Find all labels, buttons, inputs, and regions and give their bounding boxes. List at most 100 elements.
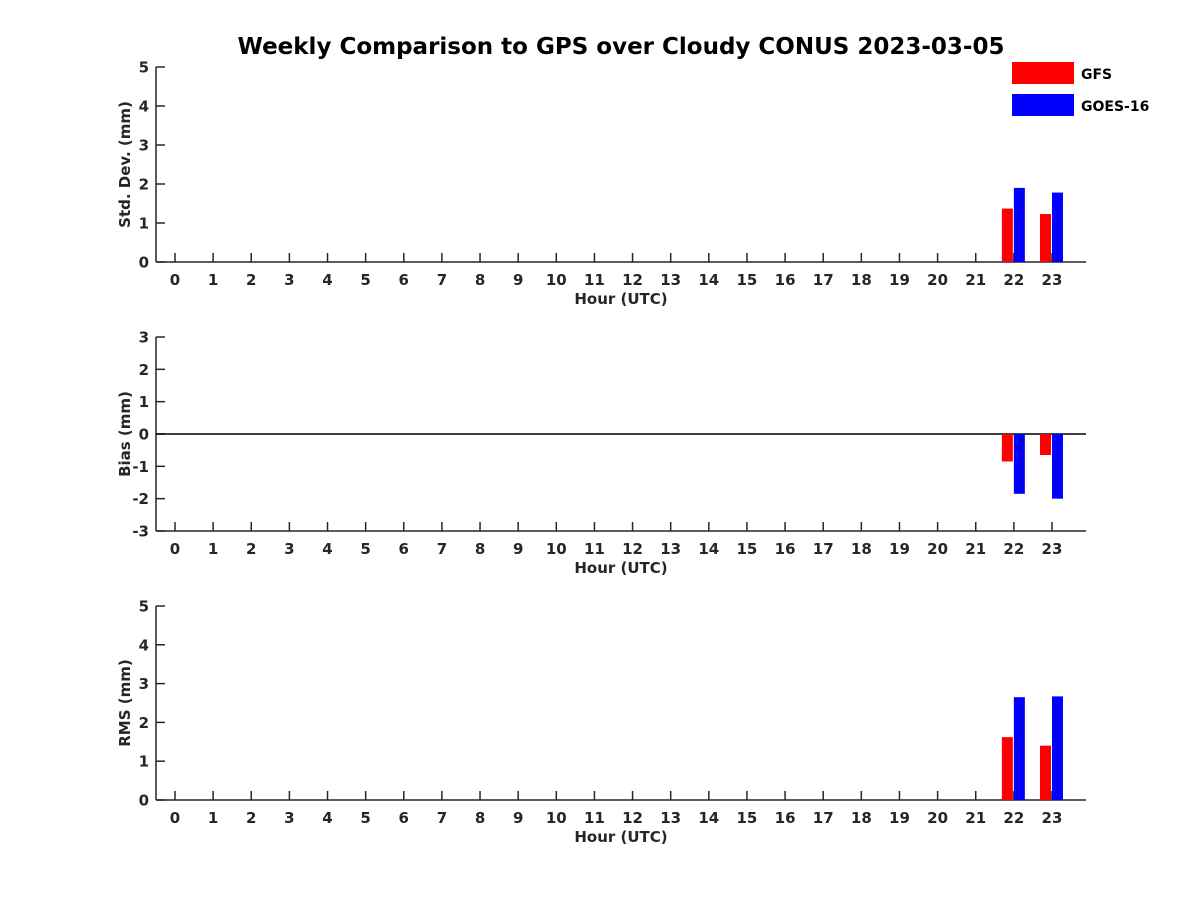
x-tick-label: 11 [584, 540, 605, 558]
x-tick-label: 23 [1042, 271, 1063, 289]
x-tick-label: 14 [698, 271, 719, 289]
y-tick-label: 1 [139, 215, 149, 233]
x-tick-label: 18 [851, 809, 872, 827]
y-axis-label: Bias (mm) [116, 391, 134, 477]
x-tick-label: 8 [475, 271, 485, 289]
x-tick-label: 19 [889, 809, 910, 827]
x-tick-label: 21 [965, 809, 986, 827]
x-tick-label: 0 [170, 540, 180, 558]
x-tick-label: 14 [698, 809, 719, 827]
legend-swatch-goes-16 [1012, 94, 1074, 116]
y-tick-label: 2 [139, 176, 149, 194]
y-tick-label: 4 [139, 98, 149, 116]
x-tick-label: 3 [284, 271, 294, 289]
y-tick-label: 0 [139, 426, 149, 444]
y-tick-label: 1 [139, 753, 149, 771]
x-tick-label: 2 [246, 809, 256, 827]
y-tick-label: 3 [139, 675, 149, 693]
x-tick-label: 2 [246, 540, 256, 558]
bar-gfs-hour-23 [1039, 745, 1051, 800]
x-tick-label: 6 [399, 809, 409, 827]
x-tick-label: 8 [475, 540, 485, 558]
x-tick-label: 21 [965, 271, 986, 289]
x-tick-label: 0 [170, 271, 180, 289]
figure-title: Weekly Comparison to GPS over Cloudy CON… [238, 34, 1005, 60]
x-tick-label: 12 [622, 271, 643, 289]
x-axis-label: Hour (UTC) [574, 559, 667, 577]
x-tick-label: 9 [513, 540, 523, 558]
x-tick-label: 15 [737, 271, 758, 289]
x-tick-label: 19 [889, 271, 910, 289]
y-tick-label: 1 [139, 393, 149, 411]
x-tick-label: 4 [322, 540, 332, 558]
x-tick-label: 16 [775, 809, 796, 827]
y-tick-label: -1 [132, 458, 149, 476]
x-tick-label: 23 [1042, 540, 1063, 558]
x-tick-label: 17 [813, 540, 834, 558]
x-tick-label: 7 [437, 271, 447, 289]
y-tick-label: 4 [139, 636, 149, 654]
y-axis-label: RMS (mm) [116, 659, 134, 746]
x-tick-label: 1 [208, 271, 218, 289]
x-tick-label: 8 [475, 809, 485, 827]
x-tick-label: 5 [360, 540, 370, 558]
bar-goes-16-hour-23 [1051, 192, 1063, 262]
x-tick-label: 20 [927, 809, 948, 827]
x-tick-label: 14 [698, 540, 719, 558]
x-tick-label: 5 [360, 271, 370, 289]
legend-label-goes-16: GOES-16 [1081, 99, 1149, 115]
bar-goes-16-hour-23 [1051, 696, 1063, 800]
y-tick-label: 3 [139, 329, 149, 347]
y-tick-label: 0 [139, 254, 149, 272]
x-axis-label: Hour (UTC) [574, 828, 667, 846]
x-tick-label: 4 [322, 271, 332, 289]
x-tick-label: 9 [513, 809, 523, 827]
x-tick-label: 17 [813, 809, 834, 827]
x-tick-label: 2 [246, 271, 256, 289]
bar-gfs-hour-22 [1001, 208, 1013, 262]
bar-goes-16-hour-22 [1013, 697, 1025, 800]
x-tick-label: 19 [889, 540, 910, 558]
x-tick-label: 1 [208, 540, 218, 558]
x-tick-label: 13 [660, 809, 681, 827]
x-tick-label: 23 [1042, 809, 1063, 827]
x-tick-label: 22 [1003, 540, 1024, 558]
x-tick-label: 1 [208, 809, 218, 827]
x-tick-label: 9 [513, 271, 523, 289]
x-tick-label: 5 [360, 809, 370, 827]
x-tick-label: 16 [775, 271, 796, 289]
x-tick-label: 22 [1003, 809, 1024, 827]
y-tick-label: -3 [132, 523, 149, 541]
bar-gfs-hour-22 [1001, 434, 1013, 462]
legend-label-gfs: GFS [1081, 67, 1112, 83]
x-axis-label: Hour (UTC) [574, 290, 667, 308]
x-tick-label: 13 [660, 271, 681, 289]
x-tick-label: 7 [437, 809, 447, 827]
x-tick-label: 17 [813, 271, 834, 289]
x-tick-label: 0 [170, 809, 180, 827]
x-tick-label: 7 [437, 540, 447, 558]
bar-goes-16-hour-23 [1051, 434, 1063, 499]
x-tick-label: 10 [546, 271, 567, 289]
x-tick-label: 21 [965, 540, 986, 558]
x-tick-label: 3 [284, 809, 294, 827]
y-tick-label: 3 [139, 137, 149, 155]
x-tick-label: 6 [399, 540, 409, 558]
x-tick-label: 12 [622, 809, 643, 827]
x-tick-label: 15 [737, 809, 758, 827]
x-tick-label: 4 [322, 809, 332, 827]
bar-gfs-hour-23 [1039, 434, 1051, 456]
legend-swatch-gfs [1012, 62, 1074, 84]
x-tick-label: 11 [584, 809, 605, 827]
x-tick-label: 20 [927, 271, 948, 289]
bar-goes-16-hour-22 [1013, 434, 1025, 494]
y-tick-label: 2 [139, 714, 149, 732]
y-tick-label: -2 [132, 490, 149, 508]
x-tick-label: 18 [851, 271, 872, 289]
bar-gfs-hour-23 [1039, 214, 1051, 262]
x-tick-label: 6 [399, 271, 409, 289]
y-tick-label: 5 [139, 59, 149, 77]
bar-goes-16-hour-22 [1013, 187, 1025, 262]
